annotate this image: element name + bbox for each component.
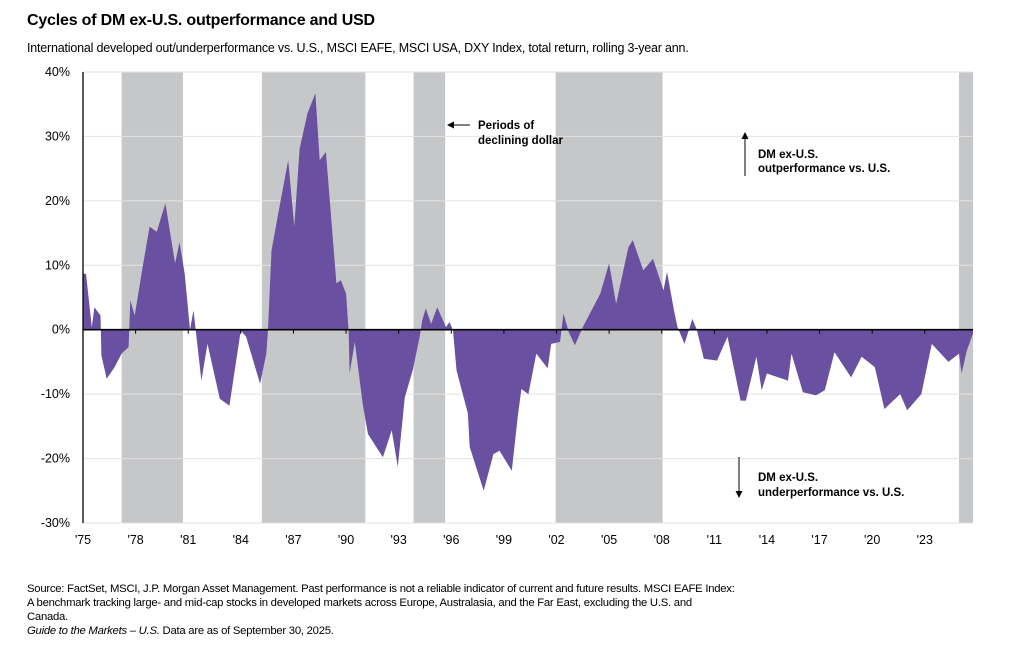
y-tick-label: 10% (45, 258, 70, 272)
declining-dollar-shade (958, 72, 973, 523)
x-tick-label: '17 (811, 533, 827, 547)
x-tick-label: '81 (180, 533, 196, 547)
x-tick-label: '23 (917, 533, 933, 547)
left-arrow-icon (447, 121, 454, 129)
chart-title: Cycles of DM ex-U.S. outperformance and … (27, 12, 375, 29)
y-tick-label: -20% (41, 452, 70, 466)
dollar-label-1: Periods of (478, 120, 534, 132)
as-of-date: Data are as of September 30, 2025. (159, 625, 334, 637)
x-tick-label: '02 (548, 533, 564, 547)
chart-subtitle: International developed out/underperform… (27, 41, 689, 55)
source-line-1: Source: FactSet, MSCI, J.P. Morgan Asset… (27, 583, 735, 595)
x-tick-label: '99 (496, 533, 512, 547)
as-of-note: Guide to the Markets – U.S. Data are as … (27, 624, 334, 638)
x-tick-label: '75 (75, 533, 91, 547)
x-tick-label: '84 (233, 533, 249, 547)
x-tick-label: '78 (127, 533, 143, 547)
guide-title: Guide to the Markets – U.S. (27, 625, 160, 637)
y-tick-label: -30% (41, 516, 70, 530)
y-tick-label: -10% (41, 387, 70, 401)
y-tick-label: 40% (45, 65, 70, 79)
outperformance-label-2: outperformance vs. U.S. (758, 163, 890, 175)
x-tick-label: '90 (338, 533, 354, 547)
x-tick-label: '87 (285, 533, 301, 547)
x-tick-label: '93 (391, 533, 407, 547)
up-arrow-icon (741, 132, 749, 139)
series-area (83, 93, 973, 491)
source-line-2: A benchmark tracking large- and mid-cap … (27, 597, 692, 609)
dollar-label-2: declining dollar (478, 135, 564, 147)
declining-dollar-shade (413, 72, 446, 523)
x-tick-label: '05 (601, 533, 617, 547)
x-tick-label: '08 (654, 533, 670, 547)
down-arrow-icon (735, 491, 743, 498)
y-tick-label: 0% (52, 323, 70, 337)
underperformance-label-1: DM ex-U.S. (758, 472, 818, 484)
underperformance-label-2: underperformance vs. U.S. (758, 487, 904, 499)
x-tick-label: '96 (443, 533, 459, 547)
outperformance-label-1: DM ex-U.S. (758, 149, 818, 161)
x-tick-label: '14 (759, 533, 775, 547)
y-tick-label: 30% (45, 129, 70, 143)
y-tick-label: 20% (45, 194, 70, 208)
source-line-3: Canada. (27, 611, 68, 623)
x-tick-label: '11 (707, 533, 722, 547)
x-tick-label: '20 (864, 533, 880, 547)
